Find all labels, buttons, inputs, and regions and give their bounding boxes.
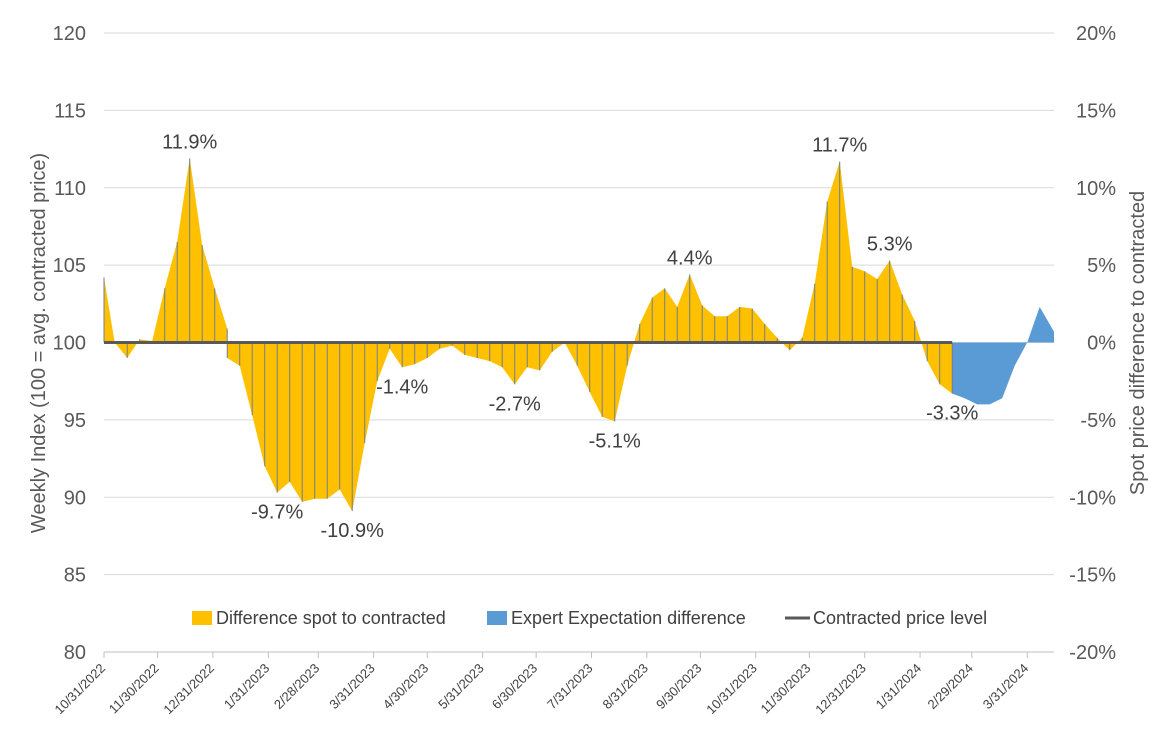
left-tick-label: 120 [53, 23, 86, 45]
data-label: 4.4% [667, 247, 713, 269]
x-tick-label: 2/28/2023 [271, 661, 323, 713]
left-tick-label: 105 [53, 255, 86, 277]
x-tick-label: 7/31/2023 [544, 661, 596, 713]
left-tick-label: 80 [64, 642, 86, 664]
x-tick-label: 1/31/2024 [873, 661, 925, 713]
right-tick-label: 5% [1087, 255, 1116, 277]
x-tick-label: 10/31/2022 [51, 661, 108, 718]
left-tick-label: 100 [53, 333, 86, 355]
right-tick-label: -10% [1069, 487, 1116, 509]
right-tick-label: -20% [1069, 642, 1116, 664]
left-tick-label: 95 [64, 410, 86, 432]
x-tick-label: 11/30/2023 [758, 661, 814, 717]
plot-areas [104, 158, 1054, 512]
x-tick-label: 5/31/2023 [435, 661, 487, 713]
x-tick-label: 12/31/2022 [160, 661, 217, 718]
spot-difference-area [104, 158, 953, 512]
data-label: 5.3% [867, 233, 913, 255]
data-label: -5.1% [589, 430, 641, 452]
left-tick-label: 115 [54, 100, 86, 122]
x-tick-label: 2/29/2024 [924, 661, 976, 713]
data-label: -1.4% [376, 376, 428, 398]
right-tick-label: 10% [1076, 178, 1116, 200]
data-label: 11.7% [812, 134, 867, 156]
data-label: -9.7% [251, 502, 303, 524]
legend-label-contracted: Contracted price level [813, 608, 987, 628]
legend-swatch-expert [487, 611, 507, 625]
data-labels: 11.9% -9.7% -10.9% -1.4% -2.7% -5.1% 4.4% 11.7%… [162, 131, 978, 542]
right-axis-title: Spot price difference to contracted [1127, 191, 1149, 495]
x-tick-label: 10/31/2023 [703, 661, 760, 718]
left-tick-label: 110 [54, 178, 86, 200]
x-tick-label: 8/31/2023 [599, 661, 651, 713]
data-label: 11.9% [162, 131, 217, 153]
right-tick-label: -5% [1080, 410, 1116, 432]
right-axis-ticks: -20% -15% -10% -5% 0% 5% 10% 15% 20% [1069, 23, 1116, 664]
x-tick-label: 4/30/2023 [380, 661, 432, 713]
legend-swatch-spot [192, 611, 212, 625]
x-tick-label: 1/31/2023 [221, 661, 273, 713]
legend: Difference spot to contracted Expert Exp… [192, 608, 987, 628]
right-tick-label: 20% [1076, 23, 1116, 45]
x-tick-label: 6/30/2023 [489, 661, 541, 713]
data-label: -3.3% [926, 403, 978, 425]
expert-expectation-area [952, 306, 1054, 405]
left-axis-ticks: 80 85 90 95 100 105 110 115 120 [53, 23, 86, 664]
left-tick-label: 85 [64, 565, 86, 587]
x-tick-label: 11/30/2022 [106, 661, 162, 717]
right-tick-label: 15% [1076, 100, 1116, 122]
data-label: -10.9% [321, 520, 385, 542]
drop-lines [103, 158, 953, 512]
right-tick-label: 0% [1087, 333, 1116, 355]
right-tick-label: -15% [1069, 565, 1116, 587]
data-label: -2.7% [489, 393, 541, 415]
x-tick-label: 3/31/2024 [980, 661, 1032, 713]
x-tick-label: 9/30/2023 [653, 661, 705, 713]
x-tick-label: 3/31/2023 [326, 661, 378, 713]
legend-label-spot: Difference spot to contracted [216, 608, 446, 628]
left-axis-title: Weekly Index (100 = avg. contracted pric… [28, 153, 50, 533]
left-tick-label: 90 [64, 487, 86, 509]
x-tick-label: 12/31/2023 [812, 661, 869, 718]
legend-label-expert: Expert Expectation difference [511, 608, 746, 628]
